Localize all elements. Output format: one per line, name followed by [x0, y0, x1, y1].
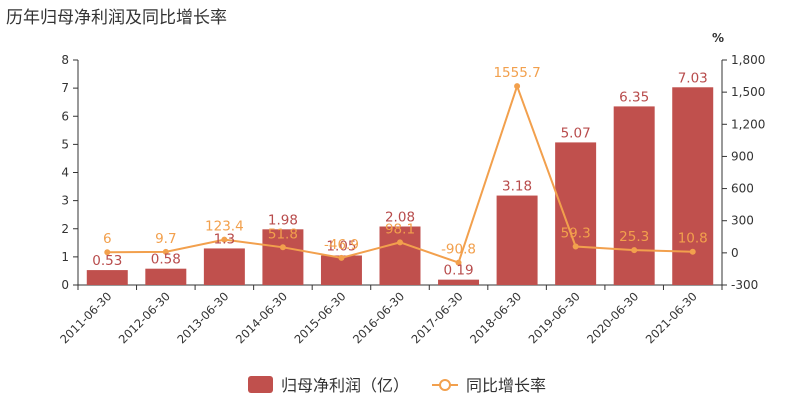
axes: 0 1 2 3 4 5 6 7 8 -300 0 300 600 900 1,200 1,500 1,800% 2… — [57, 31, 765, 346]
y-right-tick-label: 1,500 — [731, 85, 765, 99]
bar — [613, 106, 655, 285]
bar-value-label: 6.35 — [619, 89, 649, 105]
bar — [438, 279, 480, 285]
y-left-tick-label: 0 — [61, 278, 69, 292]
x-tick-label: 2020-06-30 — [584, 289, 641, 346]
x-tick-label: 2012-06-30 — [116, 289, 173, 346]
growth-value-label: 123.4 — [205, 219, 244, 235]
y-left-tick-label: 1 — [61, 250, 69, 264]
y-right-tick-label: -300 — [731, 278, 758, 292]
growth-value-label: 98.1 — [385, 221, 415, 237]
growth-value-label: 1555.7 — [493, 65, 540, 81]
growth-point — [162, 248, 169, 255]
growth-point — [689, 248, 696, 255]
growth-point — [572, 243, 579, 250]
growth-value-label: 59.3 — [561, 226, 591, 242]
growth-value-label: 25.3 — [619, 229, 649, 245]
bar — [672, 87, 714, 285]
bar — [262, 229, 304, 285]
y-left-tick-label: 8 — [61, 53, 69, 67]
legend-swatch-marker — [439, 379, 451, 391]
y-left-tick-label: 4 — [61, 166, 69, 180]
legend-label-bar: 归母净利润（亿） — [281, 376, 409, 395]
x-tick-label: 2017-06-30 — [409, 289, 466, 346]
growth-point — [514, 83, 521, 90]
y-right-tick-label: 600 — [731, 182, 754, 196]
bar — [379, 226, 421, 285]
growth-line — [104, 83, 696, 266]
growth-value-label: 9.7 — [155, 231, 176, 247]
x-tick-label: 2011-06-30 — [57, 289, 114, 346]
data-labels: 0.53 0.58 1.3 1.98 1.05 2.08 0.19 3.18 5.07 6.35 7… — [92, 65, 708, 278]
bar — [496, 195, 538, 285]
bar — [203, 248, 245, 285]
x-tick-label: 2021-06-30 — [643, 289, 700, 346]
bar-value-label: 3.18 — [502, 179, 532, 195]
chart-title: 历年归母净利润及同比增长率 — [6, 8, 227, 28]
y-left-tick-label: 6 — [61, 109, 69, 123]
y-left-tick-label: 2 — [61, 222, 69, 236]
growth-point — [221, 236, 228, 243]
bar-value-label: 0.58 — [151, 252, 181, 268]
bar-value-label: 7.03 — [678, 70, 708, 86]
y-right-tick-label: 1,800 — [731, 53, 765, 67]
x-tick-label: 2014-06-30 — [233, 289, 290, 346]
y-right-unit: % — [712, 31, 724, 45]
y-right-tick-label: 1,200 — [731, 117, 765, 131]
x-tick-label: 2013-06-30 — [174, 289, 231, 346]
x-tick-label: 2016-06-30 — [350, 289, 407, 346]
y-right-tick-label: 900 — [731, 149, 754, 163]
x-tick-label: 2019-06-30 — [526, 289, 583, 346]
growth-point — [455, 259, 462, 266]
bar-value-label: 2.08 — [385, 210, 415, 226]
growth-point — [397, 239, 403, 246]
growth-value-label: 10.8 — [678, 231, 708, 247]
growth-value-label: -46.9 — [324, 237, 359, 253]
y-left-tick-label: 5 — [61, 137, 69, 151]
bar-value-label: 1.3 — [214, 231, 235, 247]
legend[interactable]: 归母净利润（亿） 同比增长率 — [248, 376, 546, 395]
bar-value-label: 1.05 — [326, 238, 356, 254]
legend-swatch-bar — [248, 376, 273, 393]
bar — [145, 268, 187, 285]
legend-label-line: 同比增长率 — [466, 376, 546, 395]
growth-value-label: -90.8 — [441, 242, 476, 258]
growth-point — [631, 247, 638, 254]
bar-value-label: 5.07 — [561, 125, 591, 141]
x-tick-label: 2015-06-30 — [291, 289, 348, 346]
growth-point — [338, 254, 345, 261]
y-right-tick-label: 0 — [731, 246, 739, 260]
growth-value-label: 51.8 — [268, 226, 298, 242]
growth-value-label: 6 — [103, 231, 112, 247]
x-tick-label: 2018-06-30 — [467, 289, 524, 346]
bar — [555, 142, 597, 285]
growth-point — [279, 244, 286, 251]
bar-value-label: 0.53 — [92, 253, 122, 269]
y-left-tick-label: 3 — [61, 194, 69, 208]
y-right-tick-label: 300 — [731, 214, 754, 228]
bar-value-label: 1.98 — [268, 212, 298, 228]
y-left-tick-label: 7 — [61, 81, 69, 95]
growth-point — [104, 249, 111, 256]
bar-value-label: 0.19 — [444, 263, 474, 279]
bar — [86, 270, 128, 285]
